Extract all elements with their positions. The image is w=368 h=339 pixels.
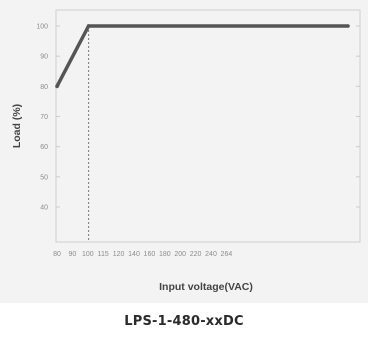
y-tick-label: 70 [40,114,48,121]
y-tick-label: 60 [40,144,48,151]
y-tick-label: 90 [40,54,48,61]
derating-chart: 100 90 80 70 60 50 40 80 90 100 115 120 140 160 180 20… [11,9,361,293]
x-tick-label: 115 [98,251,109,258]
y-tick-label: 50 [40,174,48,181]
x-tick-label: 264 [221,251,233,258]
y-axis-title: Load (%) [11,104,23,148]
y-axis: 100 90 80 70 60 50 40 [36,24,360,212]
model-label: LPS-1-480-xxDC [124,314,244,329]
y-tick-label: 80 [40,84,48,91]
plot-frame [55,9,361,243]
x-tick-label: 240 [205,251,217,258]
data-point [86,24,91,28]
x-tick-label: 120 [113,251,125,258]
x-tick-label: 220 [190,251,202,258]
y-tick-label: 100 [36,24,48,31]
x-tick-label: 80 [53,251,61,258]
x-axis-title: Input voltage(VAC) [159,281,253,293]
chart-panel [0,0,368,303]
data-point [55,84,59,89]
x-tick-label: 90 [69,251,77,258]
x-tick-label: 180 [159,251,171,258]
x-tick-label: 140 [128,251,140,258]
x-tick-label: 160 [144,251,156,258]
series-line-load [55,24,348,88]
x-axis: 80 90 100 115 120 140 160 180 200 220 240 264 [53,251,232,258]
y-tick-label: 40 [40,205,48,212]
x-tick-label: 100 [82,251,94,258]
x-tick-label: 200 [174,251,186,258]
data-point [346,24,350,28]
